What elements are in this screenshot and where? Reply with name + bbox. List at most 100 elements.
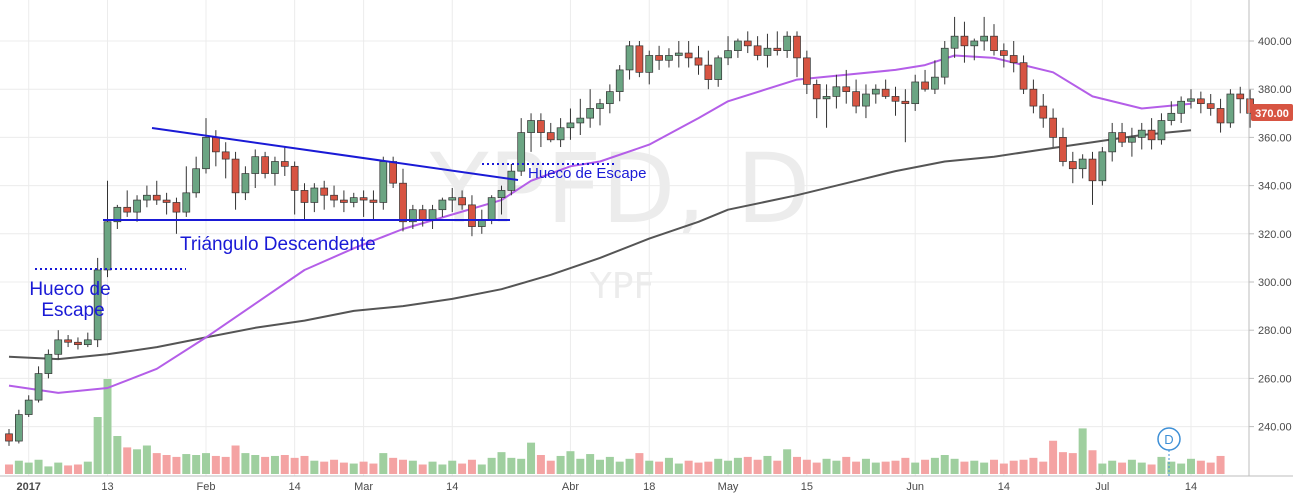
triangle-upper-line (151, 127, 519, 181)
candle-body (113, 206, 122, 223)
candle (517, 118, 526, 176)
volume-bar (1177, 463, 1186, 474)
candle (330, 185, 338, 208)
candle (556, 118, 565, 148)
volume-bar (399, 459, 407, 474)
volume-bar (615, 461, 624, 474)
candle-body (1167, 112, 1176, 121)
candle (537, 113, 545, 148)
candle-body (566, 122, 575, 129)
candle (1019, 55, 1028, 95)
volume-bar (369, 463, 378, 474)
candle (970, 38, 979, 61)
volume-bar (674, 463, 683, 474)
candle-body (1137, 129, 1146, 138)
candle-body (1088, 158, 1097, 182)
candle-body (349, 197, 358, 203)
candle (64, 335, 72, 348)
volume-bar (871, 462, 880, 474)
candle-body (871, 88, 880, 95)
candle-body (793, 35, 801, 59)
candle-body (625, 45, 634, 71)
candle (743, 31, 752, 54)
event-badge-text: D (1164, 432, 1173, 447)
volume-bar (261, 456, 270, 474)
volume-bar (1098, 463, 1107, 474)
x-ticks: 2017 13 Feb 14 Mar 14 Abr 18 May 15 Jun 14 Jul 14 (16, 481, 1197, 493)
candle-body (202, 137, 210, 170)
candle (468, 195, 476, 237)
volume-bar (14, 460, 23, 474)
candle-body (842, 86, 851, 92)
candle-body (34, 373, 43, 401)
candle-body (458, 197, 466, 206)
volume-bar (1058, 452, 1067, 474)
y-tick-label: 340.00 (1258, 181, 1292, 193)
volume-bar (773, 460, 782, 474)
candle-body (24, 399, 33, 415)
candle-body (694, 57, 703, 66)
y-tick-label: 240.00 (1258, 422, 1292, 434)
candle-body (182, 192, 191, 213)
candle (990, 24, 998, 56)
candle (1206, 94, 1215, 116)
candle (320, 180, 329, 210)
volume-bar (586, 454, 595, 474)
candle (231, 151, 240, 210)
dividend-event-badge[interactable]: D (1157, 427, 1181, 476)
candle (1068, 151, 1077, 184)
volume-bar (832, 460, 841, 474)
volume-bar (448, 460, 457, 474)
candle-body (684, 52, 693, 59)
candle (1167, 101, 1176, 126)
x-tick-label: May (718, 481, 739, 493)
volume-bar (103, 379, 112, 474)
candle (852, 79, 860, 114)
candle (221, 142, 230, 179)
volume-bar (1157, 456, 1166, 474)
candle (822, 84, 831, 128)
candle (1049, 108, 1057, 148)
volume-bar (517, 458, 526, 474)
volume-bar (970, 460, 979, 474)
volume-bar (64, 465, 73, 474)
candle (763, 33, 772, 68)
volume-bar (793, 456, 801, 474)
candle-body (1098, 151, 1107, 182)
volume-bar (1029, 457, 1038, 474)
volume-bar (408, 460, 417, 474)
volume-bar (645, 460, 654, 474)
candle (842, 69, 851, 104)
volume-bar (1039, 461, 1048, 474)
x-tick-label: 13 (101, 481, 113, 493)
candle (359, 190, 368, 217)
candle (261, 151, 269, 179)
candle-body (970, 40, 979, 47)
candle (950, 16, 959, 58)
candle-body (1059, 137, 1067, 162)
candle-body (911, 81, 920, 105)
candle-body (615, 69, 624, 92)
x-tick-label: Jul (1095, 481, 1109, 493)
candle-body (359, 197, 368, 201)
candle-body (280, 161, 289, 167)
candle (143, 185, 151, 208)
candle-body (133, 199, 141, 213)
candle (999, 43, 1008, 68)
gap1-label-line2: Escape (41, 300, 104, 321)
candle-body (852, 91, 860, 107)
candle (674, 41, 683, 68)
candle (566, 108, 575, 140)
volume-bar (694, 462, 703, 474)
candle (546, 122, 555, 143)
volume-bar (428, 461, 437, 474)
volume-bar (339, 462, 348, 474)
candle-body (1206, 103, 1215, 109)
volume-bar (635, 453, 644, 474)
triangle-label: Triángulo Descendente (180, 234, 376, 255)
volume-bar (743, 456, 752, 474)
candle-body (5, 433, 13, 442)
candle-body (507, 170, 516, 191)
candle-body (261, 156, 269, 174)
